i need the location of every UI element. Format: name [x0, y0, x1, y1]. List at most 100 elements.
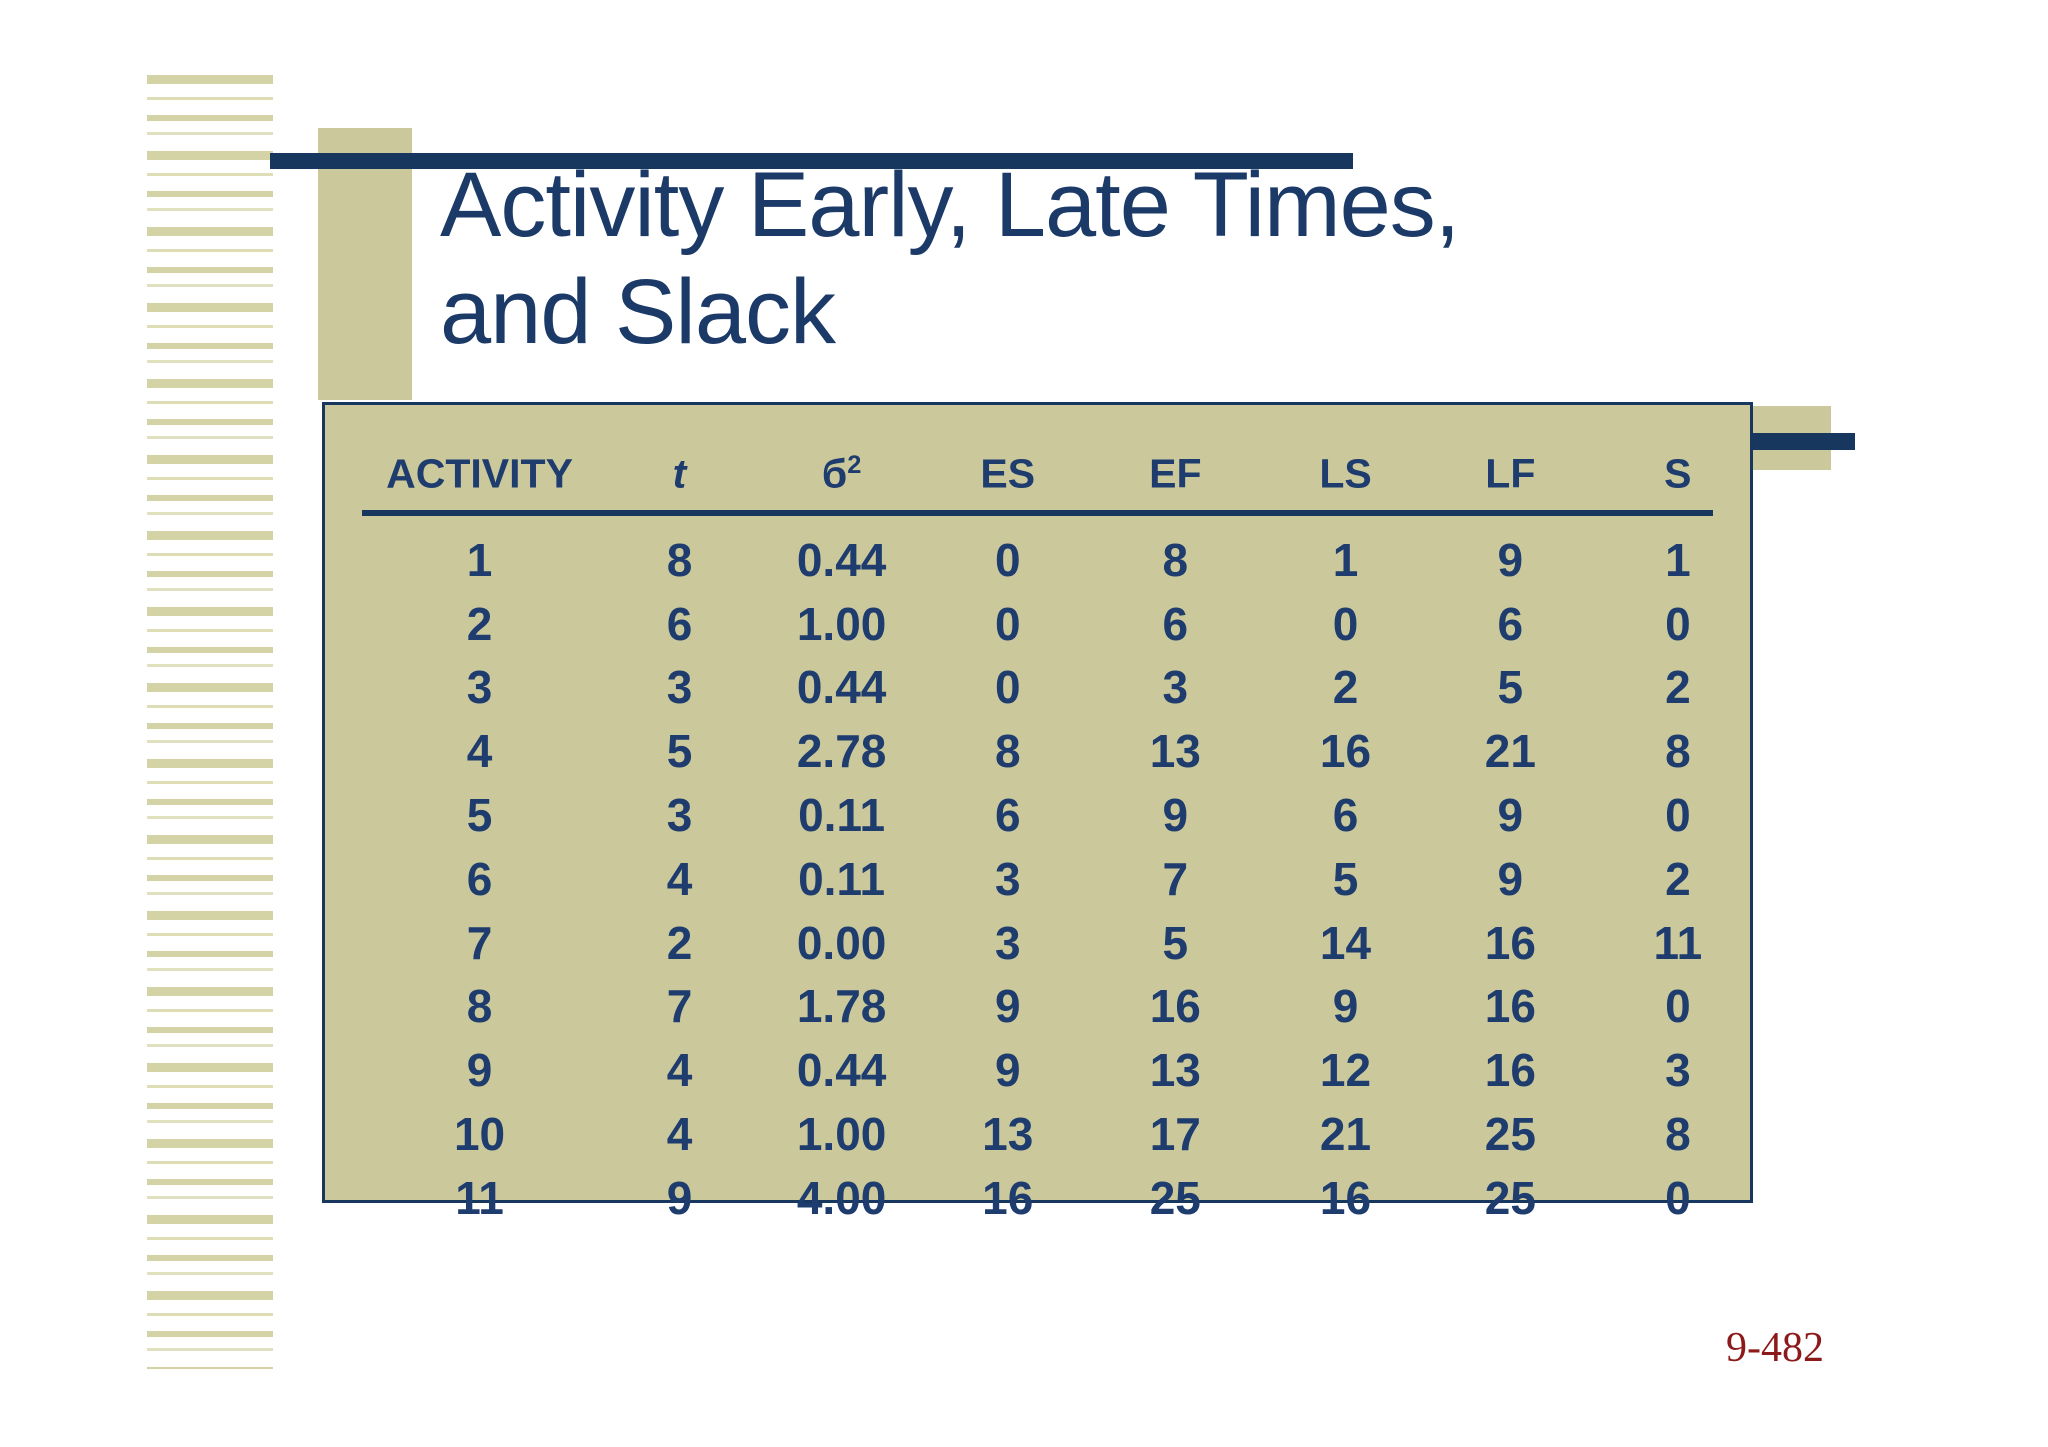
table-cell: 16	[1319, 1171, 1372, 1224]
table-cell: 3	[466, 661, 493, 714]
table-cell: 6	[666, 597, 693, 650]
table-cell: 7	[1162, 852, 1189, 905]
column-header-lf: LF	[1485, 450, 1536, 497]
table-cell: 14	[1319, 916, 1372, 969]
table-cell: 9	[666, 1171, 693, 1224]
table-cell: 5	[1332, 852, 1359, 905]
table-cell: 5	[1162, 916, 1189, 969]
table-cell: 0	[1665, 980, 1691, 1033]
column-header-ls: LS	[1319, 450, 1372, 497]
table-cell: 5	[666, 725, 693, 778]
slide-title: Activity Early, Late Times, and Slack	[440, 152, 1460, 366]
table-cell: 0	[1332, 597, 1359, 650]
table-cell: 8	[666, 533, 693, 586]
table-cell: 8	[1665, 725, 1691, 778]
left-stripe-pattern	[147, 75, 273, 1369]
column-header-t: t	[672, 450, 687, 497]
activity-table-panel: ACTIVITY t б2 ES EF LS LF S 1 8 0.44 0 8 1 9 1 2 6 1.00 0 6…	[322, 402, 1753, 1224]
table-cell: 9	[1497, 789, 1524, 842]
table-cell: 8	[994, 725, 1021, 778]
table-cell: 9	[1332, 980, 1359, 1033]
table-cell: 1.00	[796, 597, 887, 650]
table-cell: 12	[1319, 1044, 1372, 1097]
table-cell: 2	[666, 916, 693, 969]
column-header-superscript: 2	[847, 450, 862, 479]
slide-title-line2: and Slack	[440, 261, 836, 363]
table-cell: 25	[1484, 1171, 1536, 1224]
table-cell: 4	[466, 725, 493, 778]
table-cell: 9	[1497, 533, 1524, 586]
table-cell: 1	[466, 533, 493, 586]
table-cell: 1	[1332, 533, 1359, 586]
table-cell: 3	[666, 661, 693, 714]
column-header-sigma2: б2	[821, 450, 862, 497]
table-cell: 0	[994, 533, 1021, 586]
table-cell: 1.00	[796, 1108, 887, 1161]
table-cell: 6	[1332, 789, 1359, 842]
table-cell: 3	[994, 916, 1021, 969]
table-body: 1 8 0.44 0 8 1 9 1 2 6 1.00 0 6 0 6 0 3 3 0.44 0 3 2 5 2 4 5 2.78 8…	[362, 528, 1713, 1230]
table-cell: 9	[466, 1044, 493, 1097]
table-row: 9 4 0.44 9 13 12 16 3	[362, 1038, 1713, 1102]
table-cell: 7	[666, 980, 693, 1033]
table-cell: 16	[982, 1171, 1034, 1224]
table-cell: 0.44	[796, 661, 887, 714]
table-cell: 3	[1162, 661, 1189, 714]
table-cell: 8	[1162, 533, 1189, 586]
title-underline-bar	[270, 153, 1353, 169]
table-cell: 0.44	[796, 533, 887, 586]
title-decoration-block	[318, 128, 412, 400]
table-cell: 6	[1497, 597, 1524, 650]
page-number: 9-482	[1726, 1325, 1824, 1371]
table-cell: 9	[994, 980, 1021, 1033]
table-cell: 4	[666, 1108, 693, 1161]
table-cell: 0.44	[796, 1044, 887, 1097]
table-cell: 0.11	[798, 789, 886, 842]
table-cell: 5	[466, 789, 493, 842]
table-row: 8 7 1.78 9 16 9 16 0	[362, 975, 1713, 1039]
column-header-activity: ACTIVITY	[386, 450, 573, 497]
slide-title-line1: Activity Early, Late Times,	[440, 154, 1460, 256]
table-cell: 25	[1484, 1108, 1536, 1161]
table-row: 2 6 1.00 0 6 0 6 0	[362, 592, 1713, 656]
table-cell: 3	[1665, 1044, 1691, 1097]
table-cell: 17	[1149, 1108, 1201, 1161]
table-row: 11 9 4.00 16 25 16 25 0	[362, 1166, 1713, 1230]
table-cell: 4	[666, 1044, 693, 1097]
table-row: 10 4 1.00 13 17 21 25 8	[362, 1102, 1713, 1166]
table-cell: 13	[982, 1108, 1034, 1161]
table-cell: 6	[994, 789, 1021, 842]
table-cell: 4.00	[796, 1171, 887, 1224]
table-header-rule	[362, 510, 1713, 516]
table-cell: 21	[1319, 1108, 1372, 1161]
table-row: 4 5 2.78 8 13 16 21 8	[362, 719, 1713, 783]
table-cell: 0	[994, 661, 1021, 714]
table-cell: 0	[1665, 1171, 1691, 1224]
table-cell: 2	[1665, 661, 1691, 714]
table-cell: 21	[1484, 725, 1536, 778]
table-cell: 2	[1665, 852, 1691, 905]
table-cell: 9	[1497, 852, 1524, 905]
table-row: 7 2 0.00 3 5 14 16 11	[362, 911, 1713, 975]
table-cell: 6	[466, 852, 493, 905]
right-decoration-bar	[1753, 433, 1855, 450]
table-cell: 16	[1484, 1044, 1536, 1097]
table-cell: 16	[1484, 980, 1536, 1033]
table-cell: 16	[1484, 916, 1536, 969]
table-header-row: ACTIVITY t б2 ES EF LS LF S	[362, 449, 1713, 499]
table-cell: 16	[1319, 725, 1372, 778]
table-row: 1 8 0.44 0 8 1 9 1	[362, 528, 1713, 592]
column-header-ef: EF	[1149, 450, 1202, 497]
table-cell: 1	[1665, 533, 1691, 586]
table-cell: 2.78	[796, 725, 887, 778]
table-cell: 11	[1653, 916, 1703, 969]
table-cell: 6	[1162, 597, 1189, 650]
table-cell: 9	[994, 1044, 1021, 1097]
table-cell: 13	[1149, 725, 1201, 778]
table-cell: 2	[1332, 661, 1359, 714]
table-cell: 0	[1665, 597, 1691, 650]
table-cell: 0	[994, 597, 1021, 650]
table-cell: 8	[1665, 1108, 1691, 1161]
table-cell: 9	[1162, 789, 1189, 842]
